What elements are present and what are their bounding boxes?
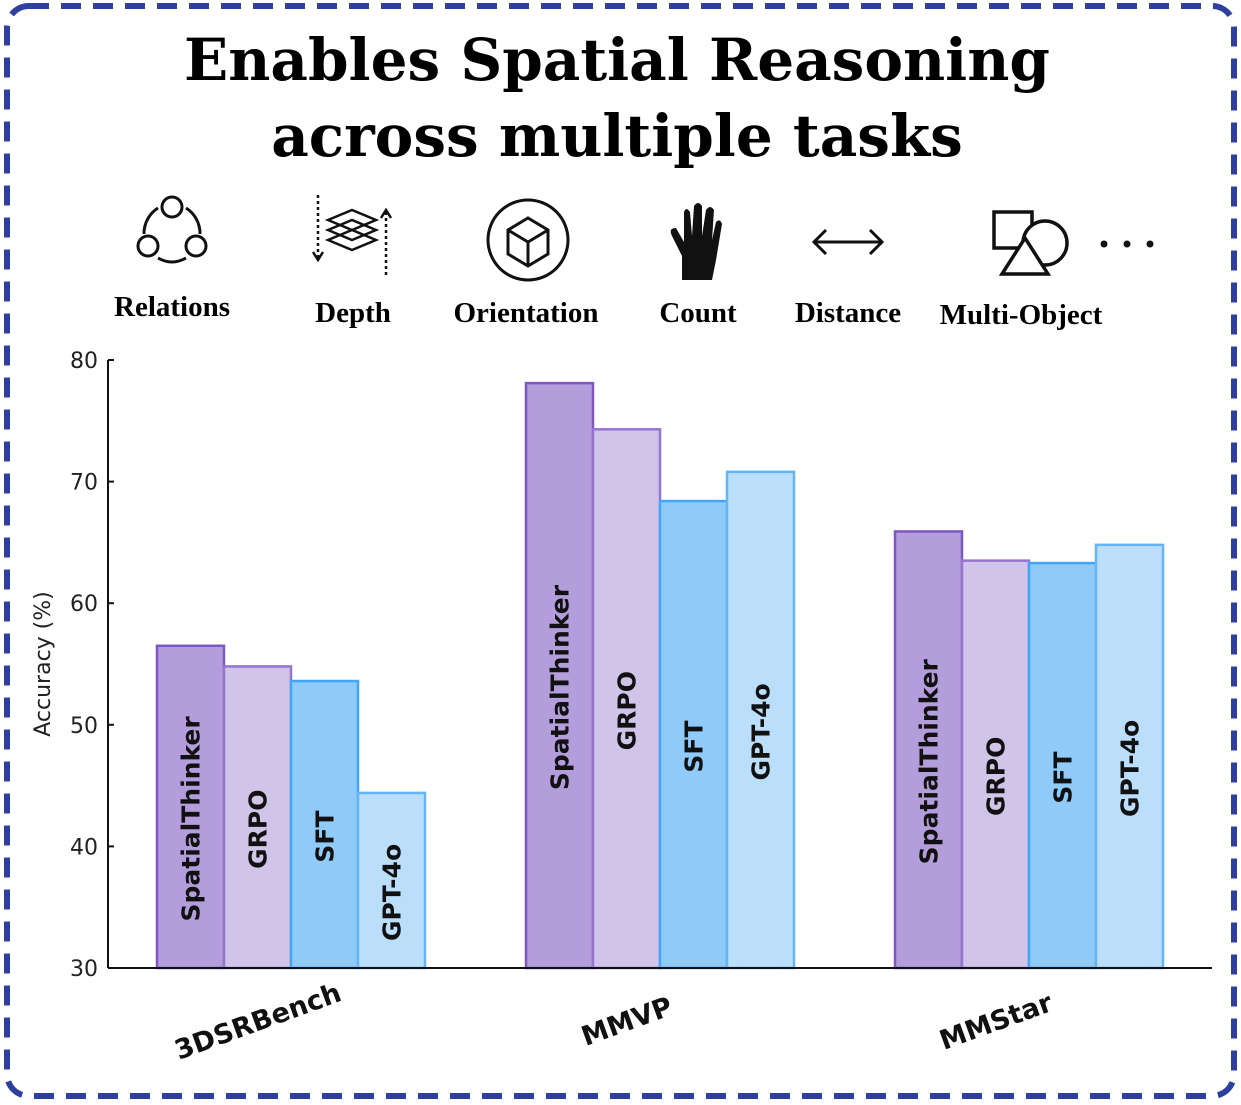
double-arrow-icon: [811, 228, 885, 256]
y-tick-label: 70: [70, 471, 98, 496]
bar-spatialthinker: [155, 644, 226, 970]
y-tick-label: 60: [70, 592, 98, 617]
icon-label-multi-object: Multi-Object: [940, 299, 1103, 331]
icon-label-relations: Relations: [114, 291, 230, 323]
y-tick-label: 40: [70, 835, 98, 860]
icon-label-orientation: Orientation: [454, 297, 599, 329]
y-tick-label: 30: [70, 957, 98, 982]
bar-label: SpatialThinker: [915, 658, 944, 864]
bar-label: SpatialThinker: [177, 716, 206, 922]
orientation-cube-icon: [486, 198, 570, 282]
bar-spatialthinker: [893, 530, 964, 970]
bar-label: SFT: [311, 810, 340, 862]
y-tick-label: 80: [70, 349, 98, 374]
bar-grpo: [960, 559, 1031, 970]
ellipsis-icon: [1100, 240, 1154, 248]
bar-label: GRPO: [982, 737, 1011, 816]
bar-sft: [658, 499, 729, 970]
relations-network-icon: [136, 195, 208, 264]
bar-sft: [1027, 561, 1098, 970]
bar-label: SFT: [1049, 751, 1078, 803]
hand-count-icon: [670, 203, 722, 280]
title-line-2: across multiple tasks: [271, 102, 963, 170]
bar-label: GPT-4o: [747, 683, 776, 780]
icon-label-distance: Distance: [795, 297, 901, 329]
icon-label-count: Count: [659, 297, 737, 329]
bar-label: GRPO: [244, 790, 273, 869]
bar-label: GRPO: [613, 671, 642, 750]
bar-label: GPT-4o: [378, 844, 407, 941]
bar-label: GPT-4o: [1116, 720, 1145, 817]
depth-layers-icon: [311, 195, 393, 276]
y-axis-label: Accuracy (%): [31, 591, 56, 737]
title-line-1: Enables Spatial Reasoning: [184, 26, 1050, 94]
bar-gpt-4o: [1094, 543, 1165, 970]
bar-gpt-4o: [725, 470, 796, 970]
bar-label: SFT: [680, 720, 709, 772]
icon-label-depth: Depth: [315, 297, 391, 329]
bar-grpo: [591, 428, 662, 970]
shapes-icon: [992, 210, 1069, 276]
y-tick-label: 50: [70, 714, 98, 739]
bar-label: SpatialThinker: [546, 584, 575, 790]
